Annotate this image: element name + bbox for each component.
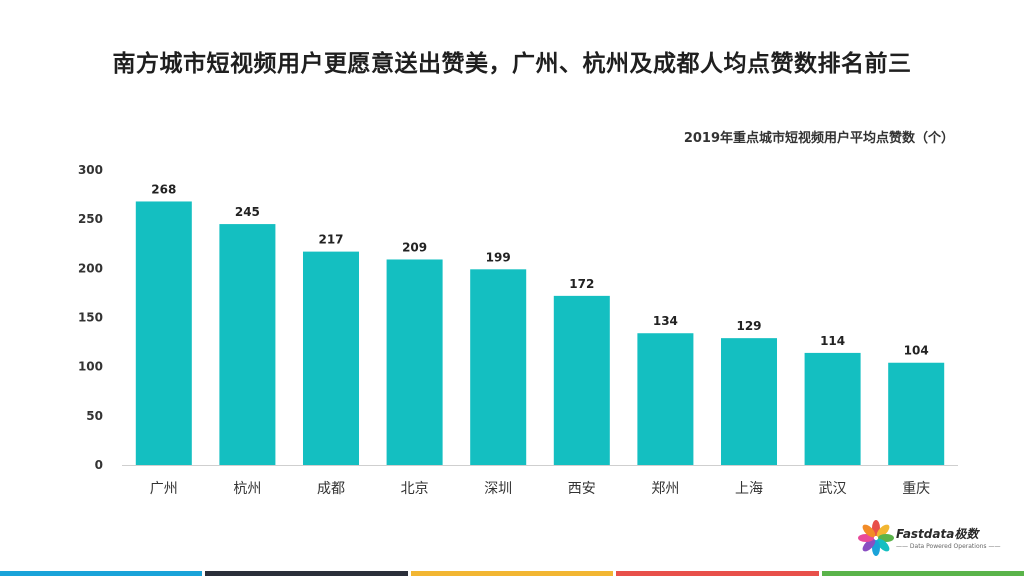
page-title: 南方城市短视频用户更愿意送出赞美，广州、杭州及成都人均点赞数排名前三 bbox=[112, 51, 912, 77]
chart-title: 2019年重点城市短视频用户平均点赞数（个） bbox=[683, 131, 954, 146]
footer-color-segment bbox=[616, 571, 819, 576]
bar-value-label: 172 bbox=[569, 277, 594, 291]
bar bbox=[720, 338, 778, 465]
bar-value-label: 268 bbox=[151, 182, 176, 196]
x-tick-label: 武汉 bbox=[819, 481, 847, 497]
logo-tagline: —— Data Powered Operations —— bbox=[896, 543, 1001, 550]
x-tick-label: 西安 bbox=[568, 481, 596, 497]
x-tick-label: 杭州 bbox=[233, 481, 261, 497]
y-tick-label: 300 bbox=[78, 163, 103, 177]
y-tick-label: 200 bbox=[78, 261, 103, 275]
x-tick-label: 深圳 bbox=[484, 481, 512, 497]
footer-color-segment bbox=[410, 571, 614, 576]
bar bbox=[219, 224, 276, 465]
footer-color-bar bbox=[0, 571, 1024, 576]
bar bbox=[553, 295, 610, 465]
bar-value-label: 209 bbox=[402, 240, 427, 254]
bar-value-label: 217 bbox=[318, 233, 343, 247]
bar-value-label: 129 bbox=[736, 319, 761, 333]
footer-color-segment bbox=[205, 571, 408, 576]
bar bbox=[302, 251, 360, 465]
y-tick-label: 100 bbox=[78, 360, 103, 374]
bar-value-label: 104 bbox=[904, 344, 929, 358]
x-tick-label: 上海 bbox=[735, 481, 763, 497]
bar bbox=[804, 352, 861, 465]
y-tick-label: 50 bbox=[86, 409, 103, 423]
bar-value-label: 114 bbox=[820, 334, 845, 348]
bar-value-label: 134 bbox=[653, 314, 678, 328]
bar bbox=[470, 269, 527, 465]
footer-color-segment bbox=[0, 571, 203, 576]
bar bbox=[637, 333, 694, 465]
y-tick-label: 250 bbox=[78, 212, 103, 226]
bar-value-label: 199 bbox=[486, 250, 511, 264]
flower-logo-icon bbox=[858, 520, 894, 556]
y-axis: 0 50 100 150 200 250 300 bbox=[78, 163, 103, 472]
footer-color-segment bbox=[821, 571, 1024, 576]
logo-name: Fastdata极数 bbox=[896, 527, 979, 541]
value-labels: 268 245 217 209 199 172 134 129 114 104 bbox=[151, 182, 928, 357]
x-tick-label: 成都 bbox=[317, 481, 345, 497]
y-tick-label: 150 bbox=[78, 311, 103, 325]
bar bbox=[135, 201, 192, 465]
x-tick-label: 广州 bbox=[150, 481, 178, 497]
bar bbox=[888, 362, 945, 465]
bar-value-label: 245 bbox=[235, 205, 260, 219]
y-tick-label: 0 bbox=[95, 458, 103, 472]
fastdata-logo: Fastdata极数 —— Data Powered Operations —— bbox=[858, 520, 1001, 560]
x-tick-label: 北京 bbox=[401, 481, 429, 497]
x-tick-label: 重庆 bbox=[902, 481, 930, 497]
bars bbox=[135, 201, 945, 465]
x-tick-label: 郑州 bbox=[651, 481, 679, 497]
bar bbox=[386, 259, 443, 465]
x-axis: 广州 杭州 成都 北京 深圳 西安 郑州 上海 武汉 重庆 bbox=[122, 465, 958, 497]
